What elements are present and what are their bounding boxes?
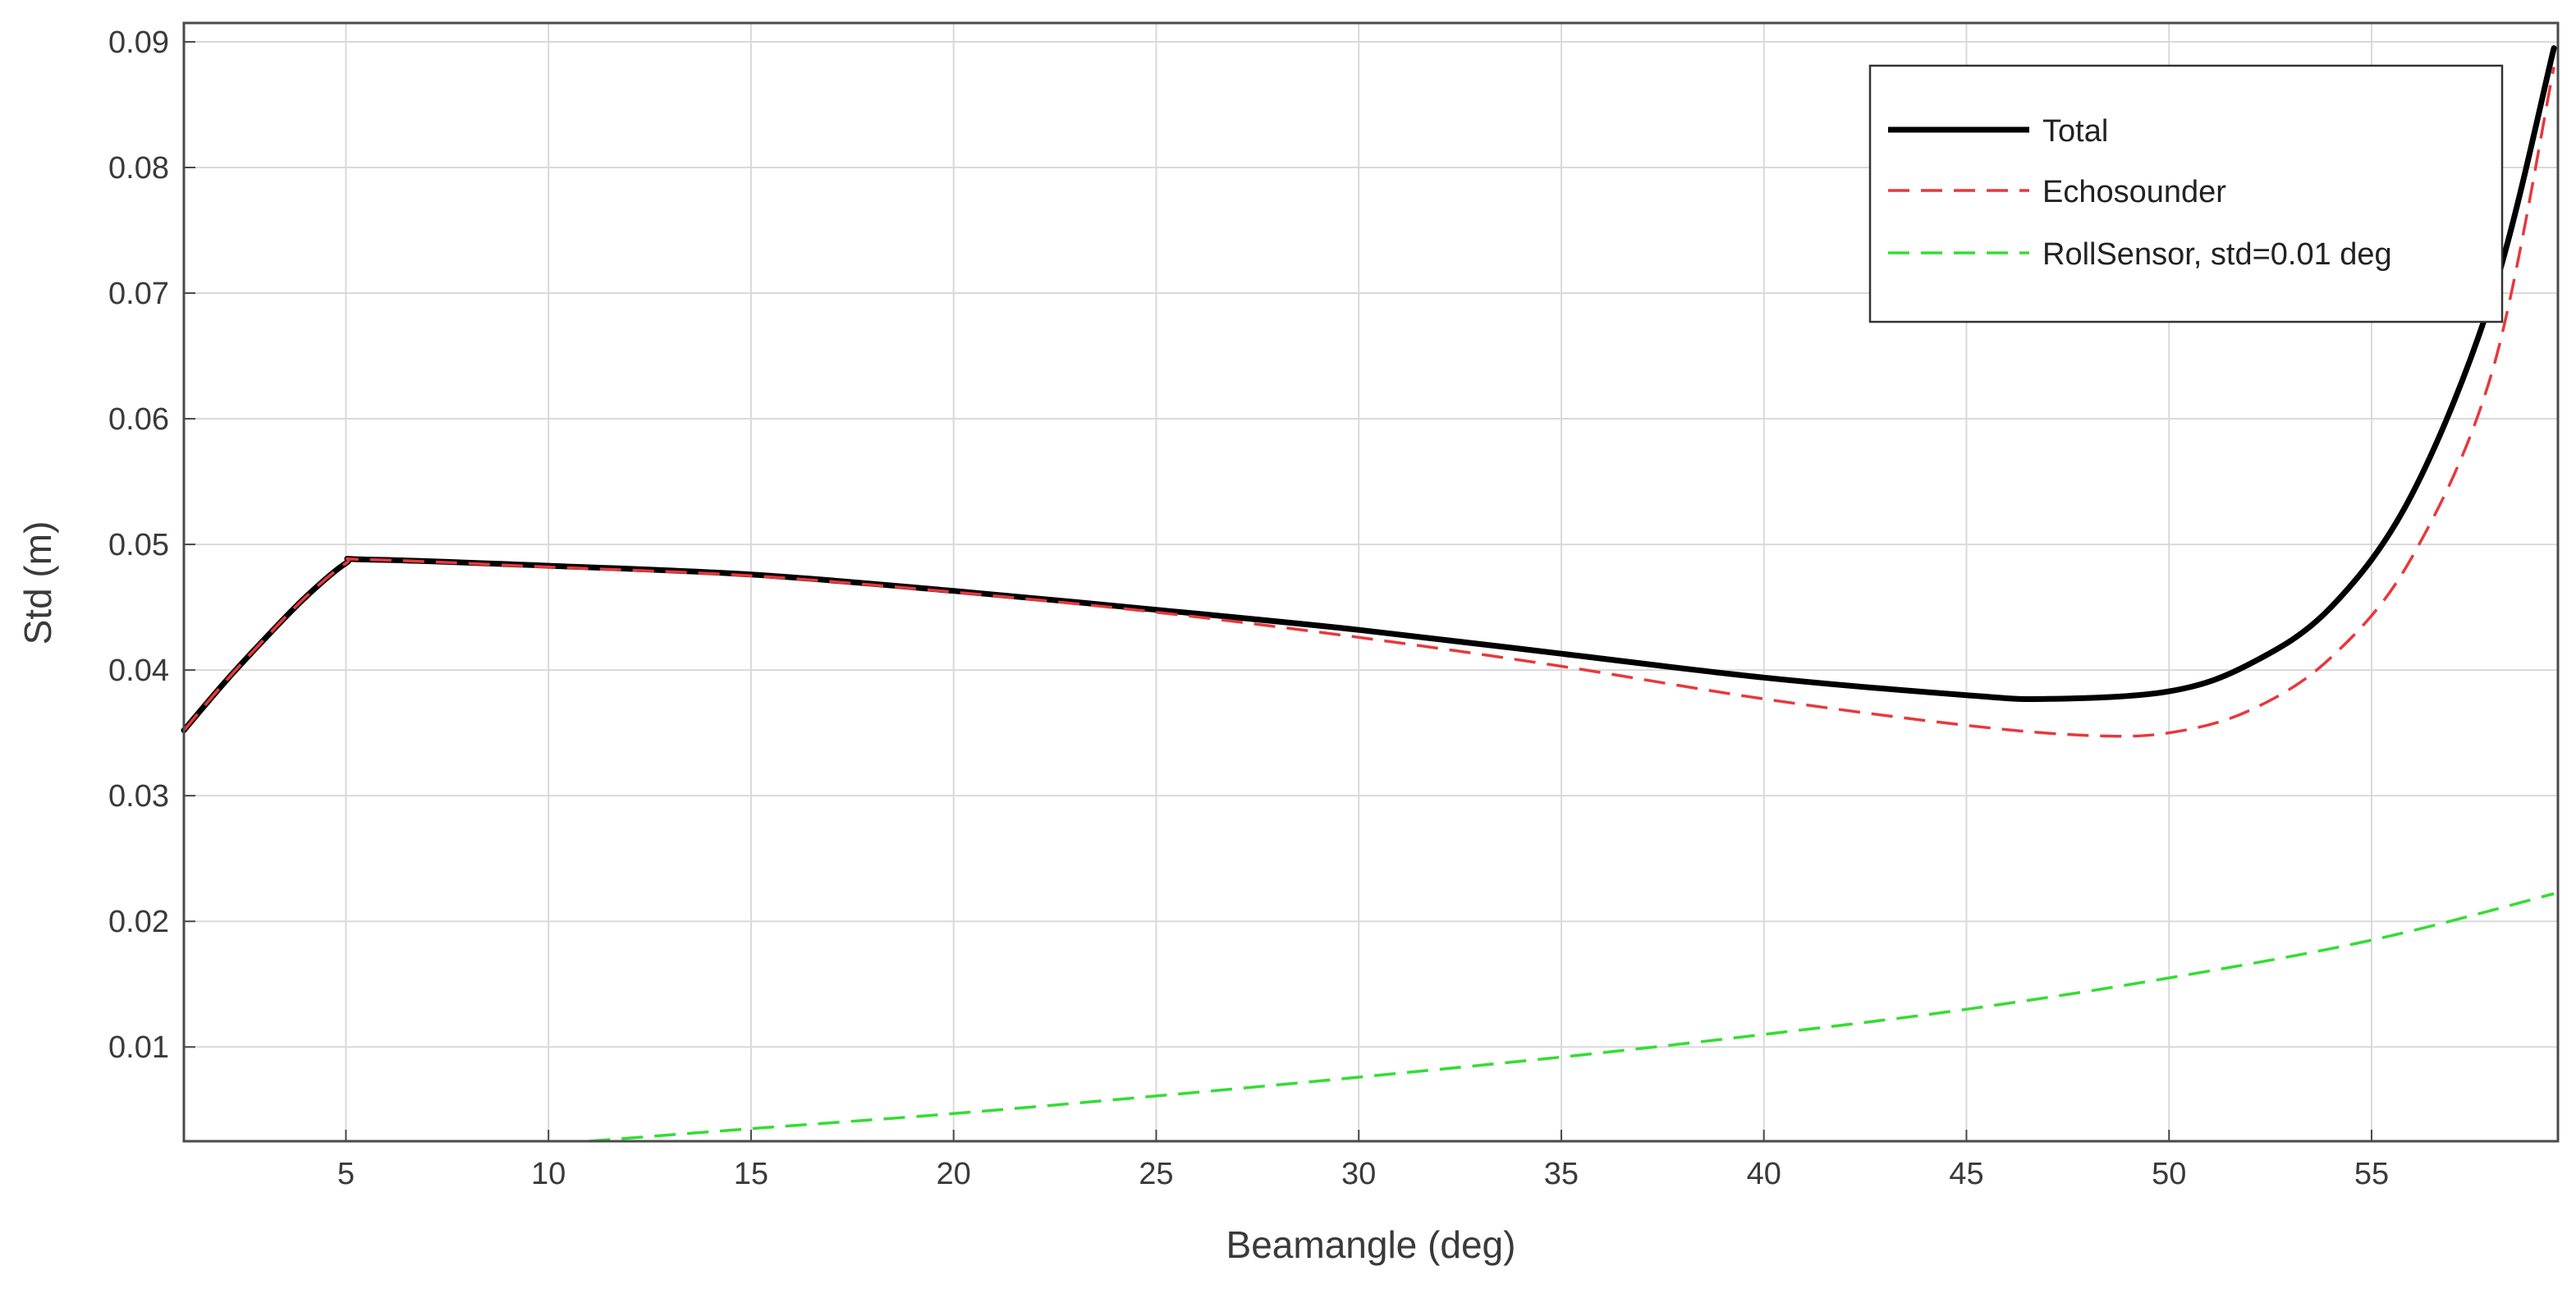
y-tick-label: 0.08 (108, 151, 169, 186)
y-tick-label: 0.01 (108, 1030, 169, 1065)
x-tick-label: 40 (1747, 1157, 1781, 1191)
x-tick-label: 15 (734, 1157, 768, 1191)
legend-label-rollsensor: RollSensor, std=0.01 deg (2042, 237, 2392, 272)
x-tick-labels: 5 10 15 20 25 30 35 40 45 50 55 (337, 1157, 2389, 1191)
series-line-rollsensor (589, 892, 2555, 1143)
x-tick-label: 35 (1544, 1157, 1579, 1191)
x-tick-label: 5 (337, 1157, 355, 1191)
x-tick-label: 45 (1949, 1157, 1983, 1191)
y-tick-label: 0.09 (108, 25, 169, 60)
legend-label-total: Total (2042, 114, 2108, 149)
y-axis-label: Std (m) (16, 521, 59, 645)
series-line-echosounder (182, 67, 2555, 738)
x-tick-label: 55 (2354, 1157, 2389, 1191)
legend: Total Echosounder RollSensor, std=0.01 d… (1868, 64, 2504, 323)
legend-label-echosounder: Echosounder (2042, 175, 2226, 209)
y-tick-label: 0.05 (108, 528, 169, 562)
grid (184, 23, 2558, 1141)
x-tick-label: 10 (531, 1157, 566, 1191)
x-tick-label: 20 (937, 1157, 971, 1191)
y-tick-label: 0.03 (108, 779, 169, 814)
series-lines (181, 45, 2557, 1143)
legend-box (1868, 64, 2504, 323)
y-tick-label: 0.07 (108, 277, 169, 311)
y-tick-label: 0.06 (108, 402, 169, 437)
y-tick-label: 0.04 (108, 654, 169, 688)
x-tick-label: 50 (2152, 1157, 2186, 1191)
x-axis-label: Beamangle (deg) (1226, 1223, 1516, 1266)
x-tick-label: 25 (1139, 1157, 1173, 1191)
y-tick-label: 0.02 (108, 905, 169, 939)
y-tick-labels: 0.01 0.02 0.03 0.04 0.05 0.06 0.07 0.08 0.09 (108, 25, 169, 1065)
x-tick-label: 30 (1341, 1157, 1376, 1191)
plot-frame (182, 21, 2560, 1143)
